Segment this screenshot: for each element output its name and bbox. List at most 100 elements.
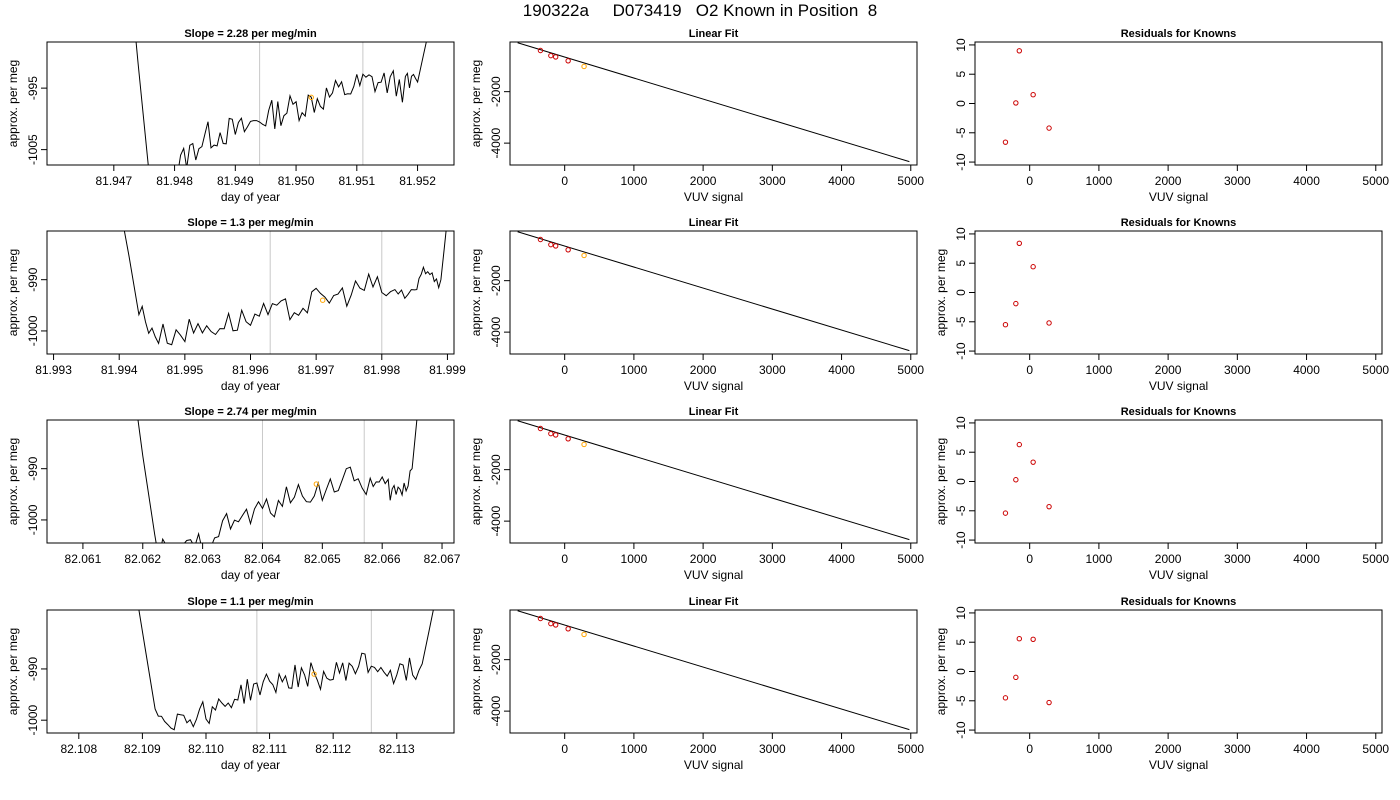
- x-tick-label: 82.113: [379, 742, 415, 756]
- x-axis-label: VUV signal: [1149, 379, 1208, 393]
- x-tick-label: 0: [1026, 742, 1033, 756]
- x-tick-label: 82.111: [252, 742, 287, 756]
- x-tick-label: 81.947: [95, 174, 132, 188]
- x-tick-label: 81.999: [429, 363, 466, 377]
- x-tick-label: 81.997: [298, 363, 335, 377]
- y-tick-label: 10: [954, 606, 968, 620]
- x-axis-label: VUV signal: [684, 190, 743, 204]
- x-axis-label: day of year: [221, 379, 280, 393]
- y-tick-label: -990: [26, 657, 40, 681]
- x-tick-label: 82.066: [364, 552, 401, 566]
- x-tick-label: 3000: [1224, 174, 1251, 188]
- y-axis-label: approx. per meg: [934, 249, 948, 336]
- panel-title: Residuals for Knowns: [1121, 217, 1237, 229]
- plot-frame: [974, 41, 1383, 166]
- x-tick-label: 2000: [690, 174, 717, 188]
- x-tick-label: 0: [561, 363, 568, 377]
- residual-point: [1046, 699, 1052, 706]
- plot-frame: [974, 230, 1383, 355]
- x-tick-label: 5000: [897, 552, 924, 566]
- y-tick-label: -5: [954, 316, 968, 327]
- highlight-point: [581, 63, 587, 70]
- x-tick-label: 1000: [621, 552, 648, 566]
- x-tick-label: 2000: [1155, 174, 1182, 188]
- y-tick-label: 0: [954, 289, 968, 296]
- fit-line: [517, 42, 910, 163]
- y-tick-label: -10: [954, 721, 968, 739]
- y-tick-label: 10: [954, 416, 968, 430]
- plot-frame: [46, 230, 455, 355]
- x-axis-label: VUV signal: [1149, 568, 1208, 582]
- y-tick-label: -4000: [489, 695, 503, 726]
- x-tick-label: 2000: [690, 552, 717, 566]
- x-tick-label: 82.108: [60, 742, 97, 756]
- y-tick-label: 5: [954, 71, 968, 78]
- y-tick-label: -2000: [489, 265, 503, 296]
- x-tick-label: 81.949: [217, 174, 254, 188]
- highlight-point: [311, 671, 317, 677]
- y-axis-label: approx. per meg: [6, 60, 20, 147]
- y-axis-label: approx. per meg: [6, 249, 20, 336]
- x-axis-label: day of year: [221, 568, 280, 582]
- known-point: [565, 436, 571, 442]
- x-tick-label: 82.064: [244, 552, 281, 566]
- y-tick-label: -995: [26, 76, 40, 100]
- x-tick-label: 1000: [1086, 742, 1113, 756]
- plot-frame: [46, 41, 455, 166]
- highlight-point: [581, 252, 587, 259]
- y-tick-label: -4000: [489, 505, 503, 536]
- x-tick-label: 4000: [828, 742, 855, 756]
- panel-title: Residuals for Knowns: [1121, 406, 1237, 418]
- trace-line: [135, 42, 427, 165]
- y-tick-label: -1000: [26, 504, 40, 535]
- y-tick-label: 5: [954, 449, 968, 456]
- x-axis-label: day of year: [221, 758, 280, 772]
- trace-line: [138, 610, 434, 731]
- y-tick-label: -1000: [26, 315, 40, 346]
- plot-area: [517, 420, 910, 541]
- plot-area: [135, 42, 427, 165]
- y-tick-label: -990: [26, 267, 40, 291]
- x-tick-label: 0: [561, 742, 568, 756]
- trace-line: [137, 420, 418, 543]
- x-tick-label: 3000: [1224, 363, 1251, 377]
- residual-point: [1046, 320, 1052, 326]
- x-tick-label: 2000: [690, 742, 717, 756]
- x-tick-label: 82.067: [424, 552, 461, 566]
- x-tick-label: 3000: [1224, 552, 1251, 566]
- x-tick-label: 0: [1026, 552, 1033, 566]
- panel-title: Slope = 1.3 per meg/min: [187, 217, 314, 229]
- known-point: [548, 430, 554, 437]
- panel-linear-fit-row-1: Linear Fit 0 1000 2000 3000 4000 5000 -2000 -400…: [469, 28, 924, 204]
- panel-title: Linear Fit: [689, 406, 739, 418]
- panel-title: Residuals for Knowns: [1121, 28, 1237, 40]
- x-tick-label: 1000: [621, 363, 648, 377]
- x-tick-label: 5000: [897, 174, 924, 188]
- panel-title: Linear Fit: [689, 596, 739, 608]
- x-tick-label: 82.062: [124, 552, 161, 566]
- plot-frame: [46, 419, 455, 544]
- highlight-point: [320, 297, 326, 303]
- plot-area: [517, 42, 910, 163]
- x-tick-label: 1000: [1086, 552, 1113, 566]
- fit-line: [517, 610, 910, 731]
- residual-point: [1016, 636, 1022, 642]
- highlight-point: [308, 94, 314, 101]
- y-tick-label: 0: [954, 478, 968, 485]
- x-tick-label: 81.952: [399, 174, 436, 188]
- known-point: [548, 241, 554, 248]
- panel-time-series-row-3: Slope = 2.74 per meg/min 82.061 82.062 82.0…: [6, 406, 461, 582]
- x-tick-label: 4000: [1293, 174, 1320, 188]
- x-tick-label: 0: [561, 174, 568, 188]
- residual-point: [1013, 674, 1019, 681]
- x-tick-label: 81.995: [167, 363, 204, 377]
- x-tick-label: 81.993: [35, 363, 72, 377]
- x-axis-label: VUV signal: [1149, 190, 1208, 204]
- y-tick-label: -5: [954, 695, 968, 706]
- plot-frame: [974, 609, 1383, 734]
- x-tick-label: 3000: [759, 363, 786, 377]
- x-tick-label: 2000: [1155, 742, 1182, 756]
- x-tick-label: 82.063: [184, 552, 221, 566]
- known-point: [537, 47, 544, 54]
- x-tick-label: 4000: [828, 174, 855, 188]
